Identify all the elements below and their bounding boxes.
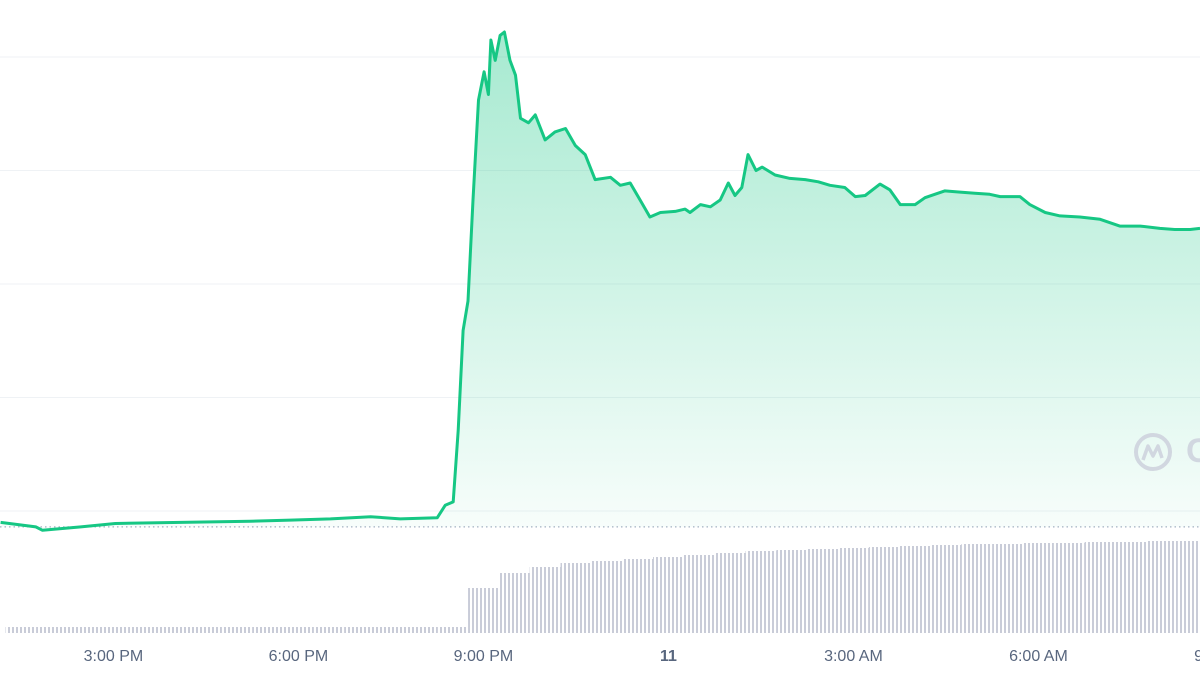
volume-bar [437, 627, 469, 633]
volume-bar [221, 627, 253, 633]
volume-bar [776, 550, 808, 633]
volume-bar [5, 627, 37, 633]
x-tick-label: 6:00 AM [1009, 648, 1068, 665]
volume-bar [344, 627, 376, 633]
volume-bar [653, 557, 684, 633]
volume-bar [375, 627, 407, 633]
volume-bar [591, 561, 623, 633]
volume-bar [899, 546, 931, 633]
x-tick-label: 11 [660, 648, 677, 665]
volume-bar [745, 551, 777, 633]
volume-bar [313, 627, 345, 633]
volume-bar [1023, 543, 1054, 633]
x-tick-label: 3:00 AM [824, 648, 883, 665]
volume-bar [252, 627, 284, 633]
volume-bar [498, 573, 530, 633]
volume-bar [67, 627, 99, 633]
volume-bar [807, 549, 839, 633]
volume-bar [683, 555, 715, 633]
x-tick-label: 3:00 PM [84, 648, 144, 665]
volume-bar [1177, 541, 1200, 633]
x-tick-label: 9:00 AM [1194, 648, 1200, 665]
volume-bar [930, 545, 962, 633]
volume-bar [159, 627, 191, 633]
plot [0, 30, 1200, 532]
volume-bar [622, 559, 654, 633]
volume-bar [961, 544, 993, 633]
volume-bar [1115, 542, 1147, 633]
x-tick-label: 6:00 PM [269, 648, 329, 665]
volume-bar [406, 627, 438, 633]
volume-bar [128, 627, 160, 633]
volume-bar [98, 627, 129, 633]
watermark-logo [1134, 433, 1172, 471]
volume-bars [5, 541, 1200, 633]
watermark-text: CoinMarketCap [1186, 432, 1200, 470]
volume-bar [1146, 541, 1178, 633]
x-tick-label: 9:00 PM [454, 648, 514, 665]
volume-bar [1053, 543, 1085, 633]
volume-bar [529, 567, 561, 633]
volume-bar [1084, 542, 1116, 633]
x-axis: 3:00 PM 6:00 PM 9:00 PM 11 3:00 AM 6:00 AM 9:0… [84, 648, 1200, 665]
volume-bar [714, 553, 746, 633]
volume-bar [190, 627, 222, 633]
volume-bar [868, 547, 900, 633]
volume-bar [468, 588, 499, 633]
volume-bar [283, 627, 314, 633]
volume-bar [560, 563, 592, 633]
volume-bar [36, 627, 68, 633]
price-line [0, 30, 1200, 532]
price-area [0, 32, 1200, 531]
volume-bar [992, 544, 1024, 633]
watermark: CoinMarketCap [1134, 432, 1200, 471]
volume-bar [838, 548, 869, 633]
watermark-logo-mark [1141, 444, 1164, 461]
